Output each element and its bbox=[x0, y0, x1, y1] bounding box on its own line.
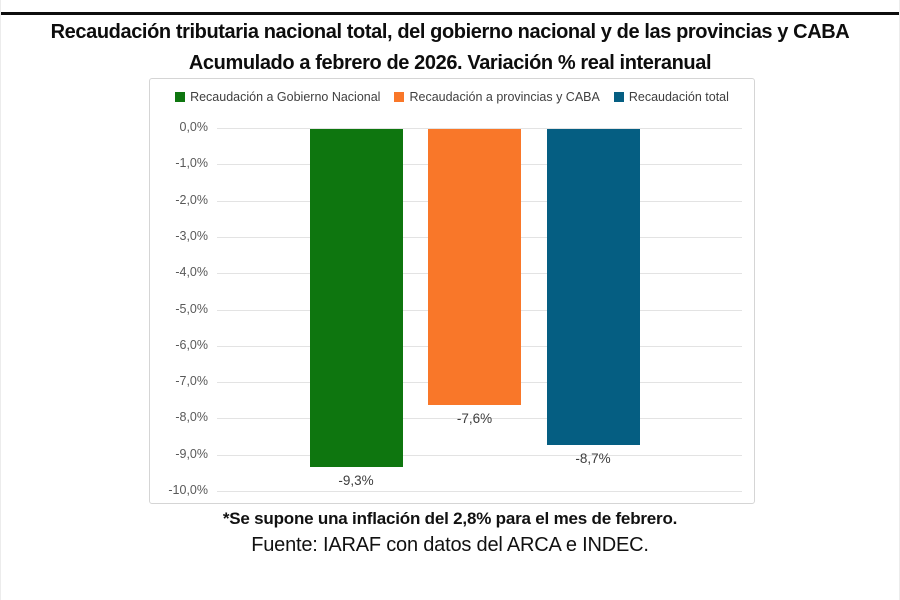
y-axis-tick-label: -5,0% bbox=[175, 301, 208, 316]
y-axis-tick-label: -6,0% bbox=[175, 337, 208, 352]
legend-swatch-icon bbox=[394, 92, 405, 102]
y-gridline bbox=[217, 418, 742, 420]
chart-area: Recaudación a Gobierno Nacional Recaudaci… bbox=[149, 78, 755, 504]
y-axis-tick-label: -7,0% bbox=[175, 374, 208, 389]
legend-item-label: Recaudación total bbox=[628, 90, 729, 104]
y-axis-tick-label: -8,0% bbox=[175, 410, 208, 425]
y-gridline bbox=[217, 454, 742, 456]
bar-value-label: -9,3% bbox=[338, 472, 374, 488]
legend-item-label: Recaudación a Gobierno Nacional bbox=[190, 90, 381, 104]
legend-swatch-icon bbox=[613, 92, 624, 102]
legend-item-1: Recaudación a Gobierno Nacional bbox=[175, 90, 380, 104]
chart-source: Fuente: IARAF con datos del ARCA e INDEC… bbox=[251, 534, 649, 556]
bar-value-label: -8,7% bbox=[575, 450, 611, 466]
bar-1 bbox=[309, 129, 403, 467]
chart-legend: Recaudación a Gobierno Nacional Recaudaci… bbox=[150, 90, 754, 104]
legend-item-2: Recaudación a provincias y CABA bbox=[394, 90, 600, 104]
chart-title-line-1: Recaudación tributaria nacional total, d… bbox=[50, 21, 850, 43]
top-divider-rule bbox=[1, 12, 899, 15]
y-axis-tick-label: -4,0% bbox=[175, 265, 208, 280]
legend-item-label: Recaudación a provincias y CABA bbox=[409, 90, 600, 104]
legend-item-3: Recaudación total bbox=[613, 90, 729, 104]
bar-2 bbox=[428, 129, 521, 405]
chart-title-line-2: Acumulado a febrero de 2026. Variación %… bbox=[188, 52, 712, 74]
y-axis-tick-label: -9,0% bbox=[175, 446, 208, 461]
bar-value-label: -7,6% bbox=[456, 410, 493, 426]
legend-swatch-icon bbox=[175, 92, 186, 102]
y-axis-tick-label: -2,0% bbox=[175, 192, 208, 207]
y-gridline bbox=[217, 128, 742, 129]
chart-footnote: *Se supone una inflación del 2,8% para e… bbox=[222, 509, 678, 528]
y-gridline bbox=[217, 491, 742, 492]
y-axis-tick-label: -10,0% bbox=[168, 483, 208, 497]
bar-3 bbox=[546, 129, 640, 445]
y-axis-tick-label: -1,0% bbox=[175, 156, 208, 171]
y-axis-tick-label: -3,0% bbox=[175, 228, 208, 243]
chart-title: Recaudación tributaria nacional total, d… bbox=[1, 17, 899, 79]
y-axis-tick-label: 0,0% bbox=[179, 120, 209, 134]
